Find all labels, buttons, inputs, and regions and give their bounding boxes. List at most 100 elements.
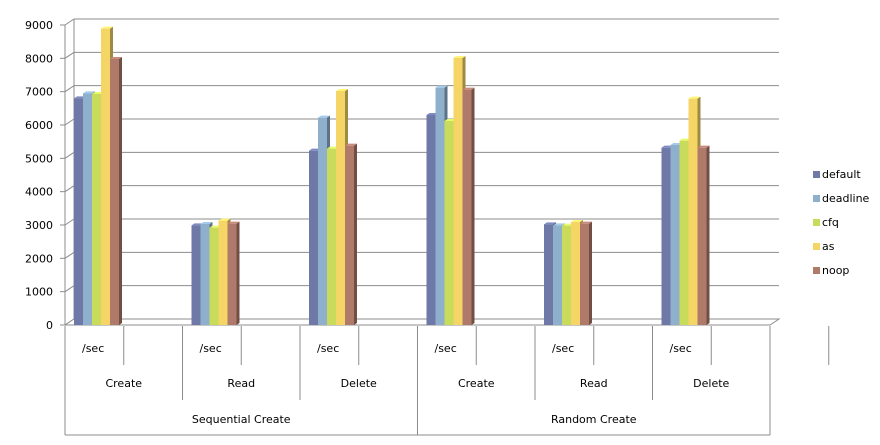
y-tick-label: 1000 xyxy=(25,286,53,299)
x-unit-label: /sec xyxy=(552,342,574,355)
bar-side xyxy=(119,57,122,325)
x-unit-label: /sec xyxy=(200,342,222,355)
x-group-label: Sequential Create xyxy=(192,413,291,426)
gridline-depth xyxy=(64,51,75,59)
bar-top xyxy=(318,115,330,118)
bar-noop-2 xyxy=(227,221,240,325)
bar-front xyxy=(426,115,436,325)
bar-front xyxy=(336,91,345,325)
x-category-label: Read xyxy=(580,377,608,390)
bar-top xyxy=(462,87,475,90)
chart-floor xyxy=(63,318,781,326)
gridline-depth xyxy=(64,218,75,226)
bar-side xyxy=(471,87,475,326)
y-tick-label: 5000 xyxy=(25,152,53,165)
bar-front xyxy=(227,223,237,325)
x-category-label: Delete xyxy=(341,377,377,390)
bar-front xyxy=(544,224,553,325)
bar-top xyxy=(83,91,95,94)
x-category-labels: /sec Create/sec Read/sec Delete/sec Create/s… xyxy=(64,326,830,436)
x-category-label: Delete xyxy=(693,377,729,390)
bar-front xyxy=(83,93,92,325)
y-tick-labels: 0 1000 2000 3000 4000 5000 6000 7000 8000 9000 xyxy=(25,19,53,332)
bar-top xyxy=(336,89,348,91)
bar-side xyxy=(589,221,592,325)
bar-top xyxy=(544,222,556,225)
bar-front xyxy=(688,98,698,326)
gridline-depth xyxy=(64,185,75,193)
y-tick-label: 8000 xyxy=(25,52,53,65)
bar-front xyxy=(74,98,83,325)
y-tick-label: 9000 xyxy=(25,19,53,32)
bar-front xyxy=(92,94,101,325)
bar-top xyxy=(227,221,240,224)
bar-top xyxy=(580,221,592,224)
gridline-depth xyxy=(64,118,75,126)
legend: default deadline cfq as noop xyxy=(813,168,870,277)
bar-side xyxy=(706,145,710,325)
legend-label-as: as xyxy=(822,240,835,253)
gridline-depth xyxy=(64,85,75,93)
bar-front xyxy=(101,28,110,326)
bar-front xyxy=(679,140,689,325)
x-unit-label: /sec xyxy=(670,342,692,355)
bar-front xyxy=(218,220,228,325)
bar-front xyxy=(318,117,327,326)
bar-front xyxy=(309,150,318,325)
y-tick-label: 7000 xyxy=(25,86,53,99)
bar-noop-6 xyxy=(697,145,710,325)
bar-top xyxy=(218,218,231,221)
bar-top xyxy=(571,220,583,222)
bars xyxy=(74,26,710,326)
bar-top xyxy=(101,26,113,29)
gridline-depth xyxy=(64,285,75,293)
bar-noop-1 xyxy=(110,57,122,325)
legend-swatch-cfq xyxy=(813,219,820,226)
bar-front xyxy=(191,225,201,325)
bar-top xyxy=(453,56,466,58)
bar-front xyxy=(444,121,454,325)
bar-front xyxy=(670,145,680,325)
x-category-label: Create xyxy=(458,377,495,390)
x-unit-label: /sec xyxy=(82,342,104,355)
legend-swatch-noop xyxy=(813,267,820,274)
legend-label-cfq: cfq xyxy=(822,216,839,229)
gridline-depth xyxy=(64,251,75,259)
bar-side xyxy=(236,221,240,325)
legend-label-noop: noop xyxy=(822,264,849,277)
bar-front xyxy=(580,223,589,325)
bar-top xyxy=(697,145,710,148)
legend-swatch-deadline xyxy=(813,195,820,202)
bar-front xyxy=(553,225,562,325)
bar-front xyxy=(435,87,445,326)
x-category-label: Read xyxy=(227,377,255,390)
y-tick-label: 6000 xyxy=(25,119,53,132)
bar-top xyxy=(435,85,448,88)
legend-label-deadline: deadline xyxy=(822,192,870,205)
bar-top xyxy=(688,96,701,99)
y-tick-label: 4000 xyxy=(25,186,53,199)
y-tick-label: 2000 xyxy=(25,252,53,265)
legend-swatch-as xyxy=(813,243,820,250)
bar-front xyxy=(200,224,210,325)
bar-top xyxy=(110,57,122,59)
bar-front xyxy=(110,59,119,325)
gridline-depth xyxy=(64,18,75,26)
bar-front xyxy=(562,225,571,325)
bar-front xyxy=(453,58,463,325)
bar-front xyxy=(327,148,336,325)
gridline-depth xyxy=(64,151,75,159)
bar-top xyxy=(345,143,357,146)
x-category-label: Create xyxy=(105,377,142,390)
bar-front xyxy=(345,145,354,325)
bar-top xyxy=(200,222,213,224)
bar-noop-5 xyxy=(580,221,592,325)
legend-label-default: default xyxy=(822,168,861,181)
x-unit-label: /sec xyxy=(317,342,339,355)
bar-front xyxy=(571,222,580,325)
bar-noop-3 xyxy=(345,143,357,325)
bar-front xyxy=(661,147,671,325)
bar-top xyxy=(553,223,565,226)
